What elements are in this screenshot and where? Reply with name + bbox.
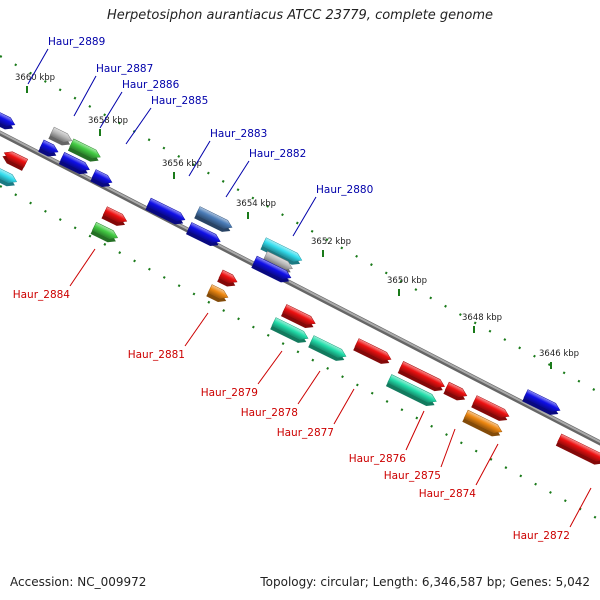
gene-cyan[interactable] <box>0 165 19 189</box>
gene-label-haur-2887[interactable]: Haur_2887 <box>96 63 153 75</box>
gene-blue[interactable] <box>0 110 17 132</box>
gene-label-haur-2880[interactable]: Haur_2880 <box>316 184 373 196</box>
gene-label-haur-2878[interactable]: Haur_2878 <box>241 407 298 419</box>
gene-red[interactable] <box>471 395 511 424</box>
gene-blue[interactable] <box>185 222 222 249</box>
gene-label-haur-2886[interactable]: Haur_2886 <box>122 79 180 91</box>
gene-blue[interactable] <box>251 255 293 285</box>
gene-label-haur-2875[interactable]: Haur_2875 <box>384 470 441 482</box>
map-title: Herpetosiphon aurantiacus ATCC 23779, co… <box>106 8 494 23</box>
gene-label-haur-2877[interactable]: Haur_2877 <box>277 427 334 439</box>
gene-label-leader <box>125 107 152 145</box>
scale-label: 3650 kbp <box>387 276 427 286</box>
gene-label-leader <box>225 160 250 198</box>
gene-label-haur-2884[interactable]: Haur_2884 <box>13 289 71 301</box>
scale-label: 3654 kbp <box>236 199 276 209</box>
gene-red[interactable] <box>280 304 317 331</box>
gene-label-leader <box>475 443 499 486</box>
gene-teal[interactable] <box>308 335 348 364</box>
gene-blue[interactable] <box>38 139 60 160</box>
gene-label-haur-2881[interactable]: Haur_2881 <box>128 349 185 361</box>
gene-teal[interactable] <box>385 374 438 409</box>
gene-blue[interactable] <box>90 169 114 190</box>
gene-blue[interactable] <box>58 152 92 177</box>
gene-red[interactable] <box>397 361 447 394</box>
scale-label: 3658 kbp <box>88 116 128 126</box>
gene-grey[interactable] <box>261 251 295 276</box>
gene-blue[interactable] <box>145 197 187 227</box>
gene-label-leader <box>297 370 321 405</box>
gene-blue[interactable] <box>522 389 562 418</box>
gene-red[interactable] <box>217 269 239 290</box>
gene-orange[interactable] <box>206 284 230 305</box>
gene-teal[interactable] <box>270 317 310 346</box>
gene-red[interactable] <box>0 149 29 171</box>
gene-label-leader <box>188 140 211 177</box>
gene-label-leader <box>27 48 49 85</box>
gene-red[interactable] <box>353 338 393 367</box>
scale-label: 3660 kbp <box>15 73 55 83</box>
gene-label-leader <box>569 487 592 528</box>
gene-label-leader <box>69 248 96 287</box>
gene-red[interactable] <box>101 206 128 229</box>
gene-orange[interactable] <box>462 409 504 439</box>
gene-label-leader <box>440 428 456 468</box>
gene-label-leader <box>292 196 317 237</box>
gene-red[interactable] <box>555 433 600 468</box>
gene-label-haur-2885[interactable]: Haur_2885 <box>151 95 208 107</box>
gene-grey[interactable] <box>48 126 73 148</box>
gene-green[interactable] <box>67 138 102 165</box>
gene-label-haur-2883[interactable]: Haur_2883 <box>210 128 267 140</box>
scale-label: 3656 kbp <box>162 159 202 169</box>
gene-label-haur-2879[interactable]: Haur_2879 <box>201 387 258 399</box>
gene-label-leader <box>257 350 283 385</box>
gene-cyan[interactable] <box>260 237 303 268</box>
scale-label: 3648 kbp <box>462 313 502 323</box>
gene-label-leader <box>405 410 425 451</box>
gene-red[interactable] <box>443 381 468 403</box>
gene-label-leader <box>184 312 209 347</box>
gene-label-haur-2882[interactable]: Haur_2882 <box>249 148 306 160</box>
gene-steel[interactable] <box>194 206 234 235</box>
accession-text: Accession: NC_009972 <box>10 575 147 589</box>
gene-label-haur-2889[interactable]: Haur_2889 <box>48 36 105 48</box>
scale-label: 3646 kbp <box>539 349 579 359</box>
gene-label-leader <box>333 388 355 425</box>
genome-summary-text: Topology: circular; Length: 6,346,587 bp… <box>260 575 590 589</box>
gene-label-haur-2874[interactable]: Haur_2874 <box>419 488 477 500</box>
gene-label-leader <box>73 75 97 117</box>
gene-label-leader <box>99 91 123 129</box>
gene-green[interactable] <box>90 221 120 245</box>
gene-label-haur-2876[interactable]: Haur_2876 <box>349 453 407 465</box>
gene-label-haur-2872[interactable]: Haur_2872 <box>513 530 570 542</box>
scale-track-lower <box>0 185 600 521</box>
scale-label: 3652 kbp <box>311 237 351 247</box>
